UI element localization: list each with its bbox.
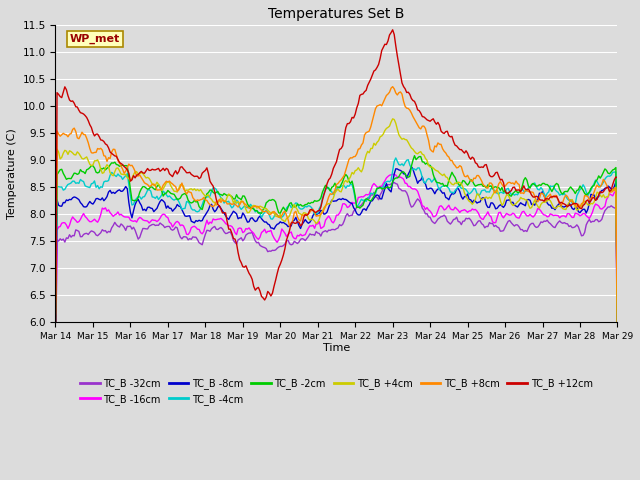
- TC_B -16cm: [67, 217, 75, 223]
- TC_B -32cm: [390, 180, 398, 185]
- TC_B -2cm: [547, 186, 554, 192]
- TC_B +8cm: [52, 299, 60, 304]
- TC_B +4cm: [404, 140, 412, 145]
- TC_B -8cm: [390, 171, 398, 177]
- TC_B -2cm: [390, 176, 398, 182]
- TC_B +8cm: [547, 191, 554, 197]
- TC_B -8cm: [372, 193, 380, 199]
- Line: TC_B +8cm: TC_B +8cm: [56, 87, 618, 341]
- TC_B -32cm: [392, 181, 399, 187]
- TC_B -32cm: [614, 351, 621, 357]
- TC_B -16cm: [404, 184, 412, 190]
- TC_B -32cm: [404, 194, 412, 200]
- TC_B -16cm: [547, 211, 554, 217]
- TC_B +4cm: [372, 143, 380, 148]
- TC_B -2cm: [614, 324, 621, 330]
- TC_B -16cm: [392, 172, 399, 178]
- TC_B +8cm: [156, 187, 164, 192]
- Legend: TC_B -32cm, TC_B -16cm, TC_B -8cm, TC_B -4cm, TC_B -2cm, TC_B +4cm, TC_B +8cm, T: TC_B -32cm, TC_B -16cm, TC_B -8cm, TC_B …: [76, 374, 596, 408]
- TC_B -4cm: [156, 194, 164, 200]
- Line: TC_B -8cm: TC_B -8cm: [56, 167, 618, 347]
- TC_B +8cm: [389, 84, 397, 90]
- TC_B -16cm: [156, 216, 164, 221]
- TC_B +12cm: [547, 194, 554, 200]
- TC_B +12cm: [614, 175, 621, 180]
- TC_B +4cm: [547, 198, 554, 204]
- TC_B -4cm: [614, 328, 621, 334]
- TC_B -8cm: [52, 344, 60, 350]
- Line: TC_B -2cm: TC_B -2cm: [56, 156, 618, 334]
- TC_B +12cm: [156, 168, 164, 174]
- TC_B +8cm: [404, 106, 412, 111]
- TC_B +12cm: [389, 27, 397, 33]
- TC_B +4cm: [67, 149, 75, 155]
- TC_B -16cm: [614, 337, 621, 343]
- TC_B +8cm: [372, 106, 380, 111]
- X-axis label: Time: Time: [323, 343, 350, 353]
- TC_B -8cm: [547, 202, 554, 208]
- TC_B -2cm: [403, 174, 410, 180]
- TC_B +4cm: [614, 336, 621, 342]
- Line: TC_B -32cm: TC_B -32cm: [56, 182, 618, 374]
- TC_B +12cm: [67, 98, 75, 104]
- TC_B -32cm: [67, 234, 75, 240]
- TC_B -32cm: [156, 220, 164, 226]
- TC_B -8cm: [403, 175, 410, 181]
- Line: TC_B -4cm: TC_B -4cm: [56, 158, 618, 338]
- TC_B -16cm: [389, 171, 397, 177]
- TC_B -4cm: [392, 155, 399, 161]
- Line: TC_B -16cm: TC_B -16cm: [56, 174, 618, 368]
- TC_B +4cm: [52, 311, 60, 317]
- Line: TC_B +4cm: TC_B +4cm: [56, 119, 618, 339]
- TC_B -16cm: [372, 182, 380, 188]
- TC_B -32cm: [372, 194, 380, 200]
- TC_B +4cm: [392, 120, 399, 126]
- TC_B -8cm: [614, 332, 621, 337]
- TC_B +12cm: [404, 89, 412, 95]
- TC_B -4cm: [404, 157, 412, 163]
- TC_B +12cm: [392, 43, 399, 48]
- TC_B -4cm: [547, 183, 554, 189]
- TC_B -2cm: [52, 331, 60, 336]
- TC_B -2cm: [372, 189, 380, 194]
- Text: WP_met: WP_met: [70, 34, 120, 44]
- TC_B +8cm: [614, 338, 621, 344]
- TC_B -8cm: [408, 164, 415, 169]
- TC_B -4cm: [390, 158, 398, 164]
- TC_B -2cm: [156, 185, 164, 191]
- TC_B -32cm: [547, 221, 554, 227]
- TC_B -16cm: [52, 365, 60, 371]
- TC_B -2cm: [67, 176, 75, 181]
- Title: Temperatures Set B: Temperatures Set B: [268, 7, 404, 21]
- TC_B -4cm: [67, 180, 75, 186]
- TC_B +8cm: [67, 131, 75, 136]
- TC_B +4cm: [156, 184, 164, 190]
- Y-axis label: Temperature (C): Temperature (C): [7, 128, 17, 219]
- Line: TC_B +12cm: TC_B +12cm: [56, 30, 618, 370]
- TC_B +12cm: [52, 367, 60, 372]
- TC_B -2cm: [411, 153, 419, 158]
- TC_B +12cm: [372, 67, 380, 73]
- TC_B -4cm: [372, 191, 380, 197]
- TC_B -8cm: [67, 197, 75, 203]
- TC_B -4cm: [52, 335, 60, 341]
- TC_B -8cm: [156, 199, 164, 204]
- TC_B +4cm: [389, 116, 397, 122]
- TC_B -32cm: [52, 371, 60, 377]
- TC_B +8cm: [392, 90, 399, 96]
